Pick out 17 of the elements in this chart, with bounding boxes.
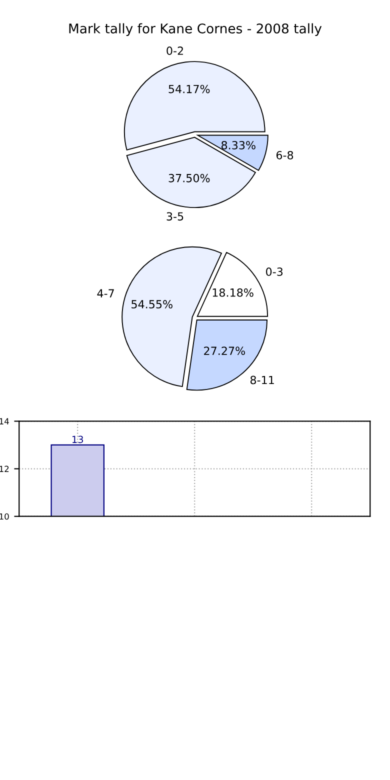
slice-label: 0-2 — [166, 46, 183, 55]
y-tick-label: 12 — [0, 466, 9, 472]
slice-label: 3-5 — [166, 212, 184, 221]
slice-label: 8-11 — [250, 376, 274, 384]
data-label: 27.27% — [204, 346, 245, 356]
data-label: 54.17% — [168, 84, 210, 94]
data-label: 18.18% — [212, 288, 254, 297]
y-tick-label: 14 — [0, 418, 9, 424]
data-label: 13 — [72, 436, 84, 444]
data-label: 8.33% — [222, 140, 256, 150]
chart-title: Mark tally for Kane Cornes - 2008 tally — [69, 23, 322, 36]
slice-label: 4-7 — [97, 289, 114, 298]
slice-label: 0-3 — [266, 268, 283, 276]
y-tick-label: 10 — [0, 513, 9, 520]
data-label: 37.50% — [168, 174, 210, 182]
slice-label: 6-8 — [276, 150, 294, 160]
data-label: 54.55% — [132, 300, 172, 308]
